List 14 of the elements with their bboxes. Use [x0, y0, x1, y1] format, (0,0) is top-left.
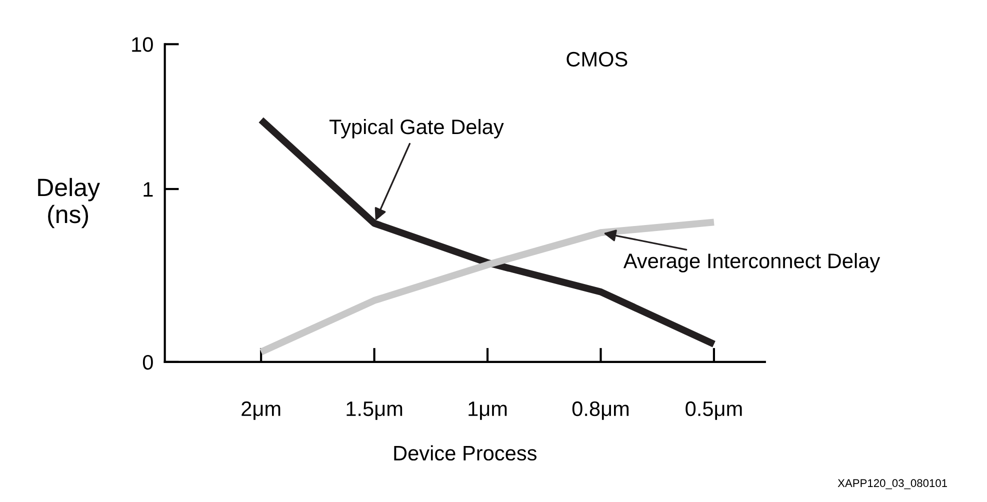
annotation: CMOS	[566, 52, 628, 67]
text: XAPP120_03_080101	[838, 479, 947, 490]
x-tick-label: 2μm	[242, 401, 280, 420]
x-tick-label: 1.5μm	[346, 402, 402, 420]
y-axis-title: Delay (ns)	[38, 178, 100, 228]
annotation: Average Interconnect Delay	[623, 252, 880, 272]
y-tick-label: 0	[142, 354, 153, 370]
x-axis-title: Device Process	[394, 445, 536, 461]
x-tick-label: 0.8μm	[572, 401, 629, 420]
y-tick-label: 1	[144, 182, 153, 197]
y-tick-label: 10	[132, 37, 153, 52]
x-tick-label: 1μm	[468, 402, 507, 420]
annotation: Typical Gate Delay	[329, 118, 504, 138]
x-tick-label: 0.5μm	[686, 401, 742, 420]
